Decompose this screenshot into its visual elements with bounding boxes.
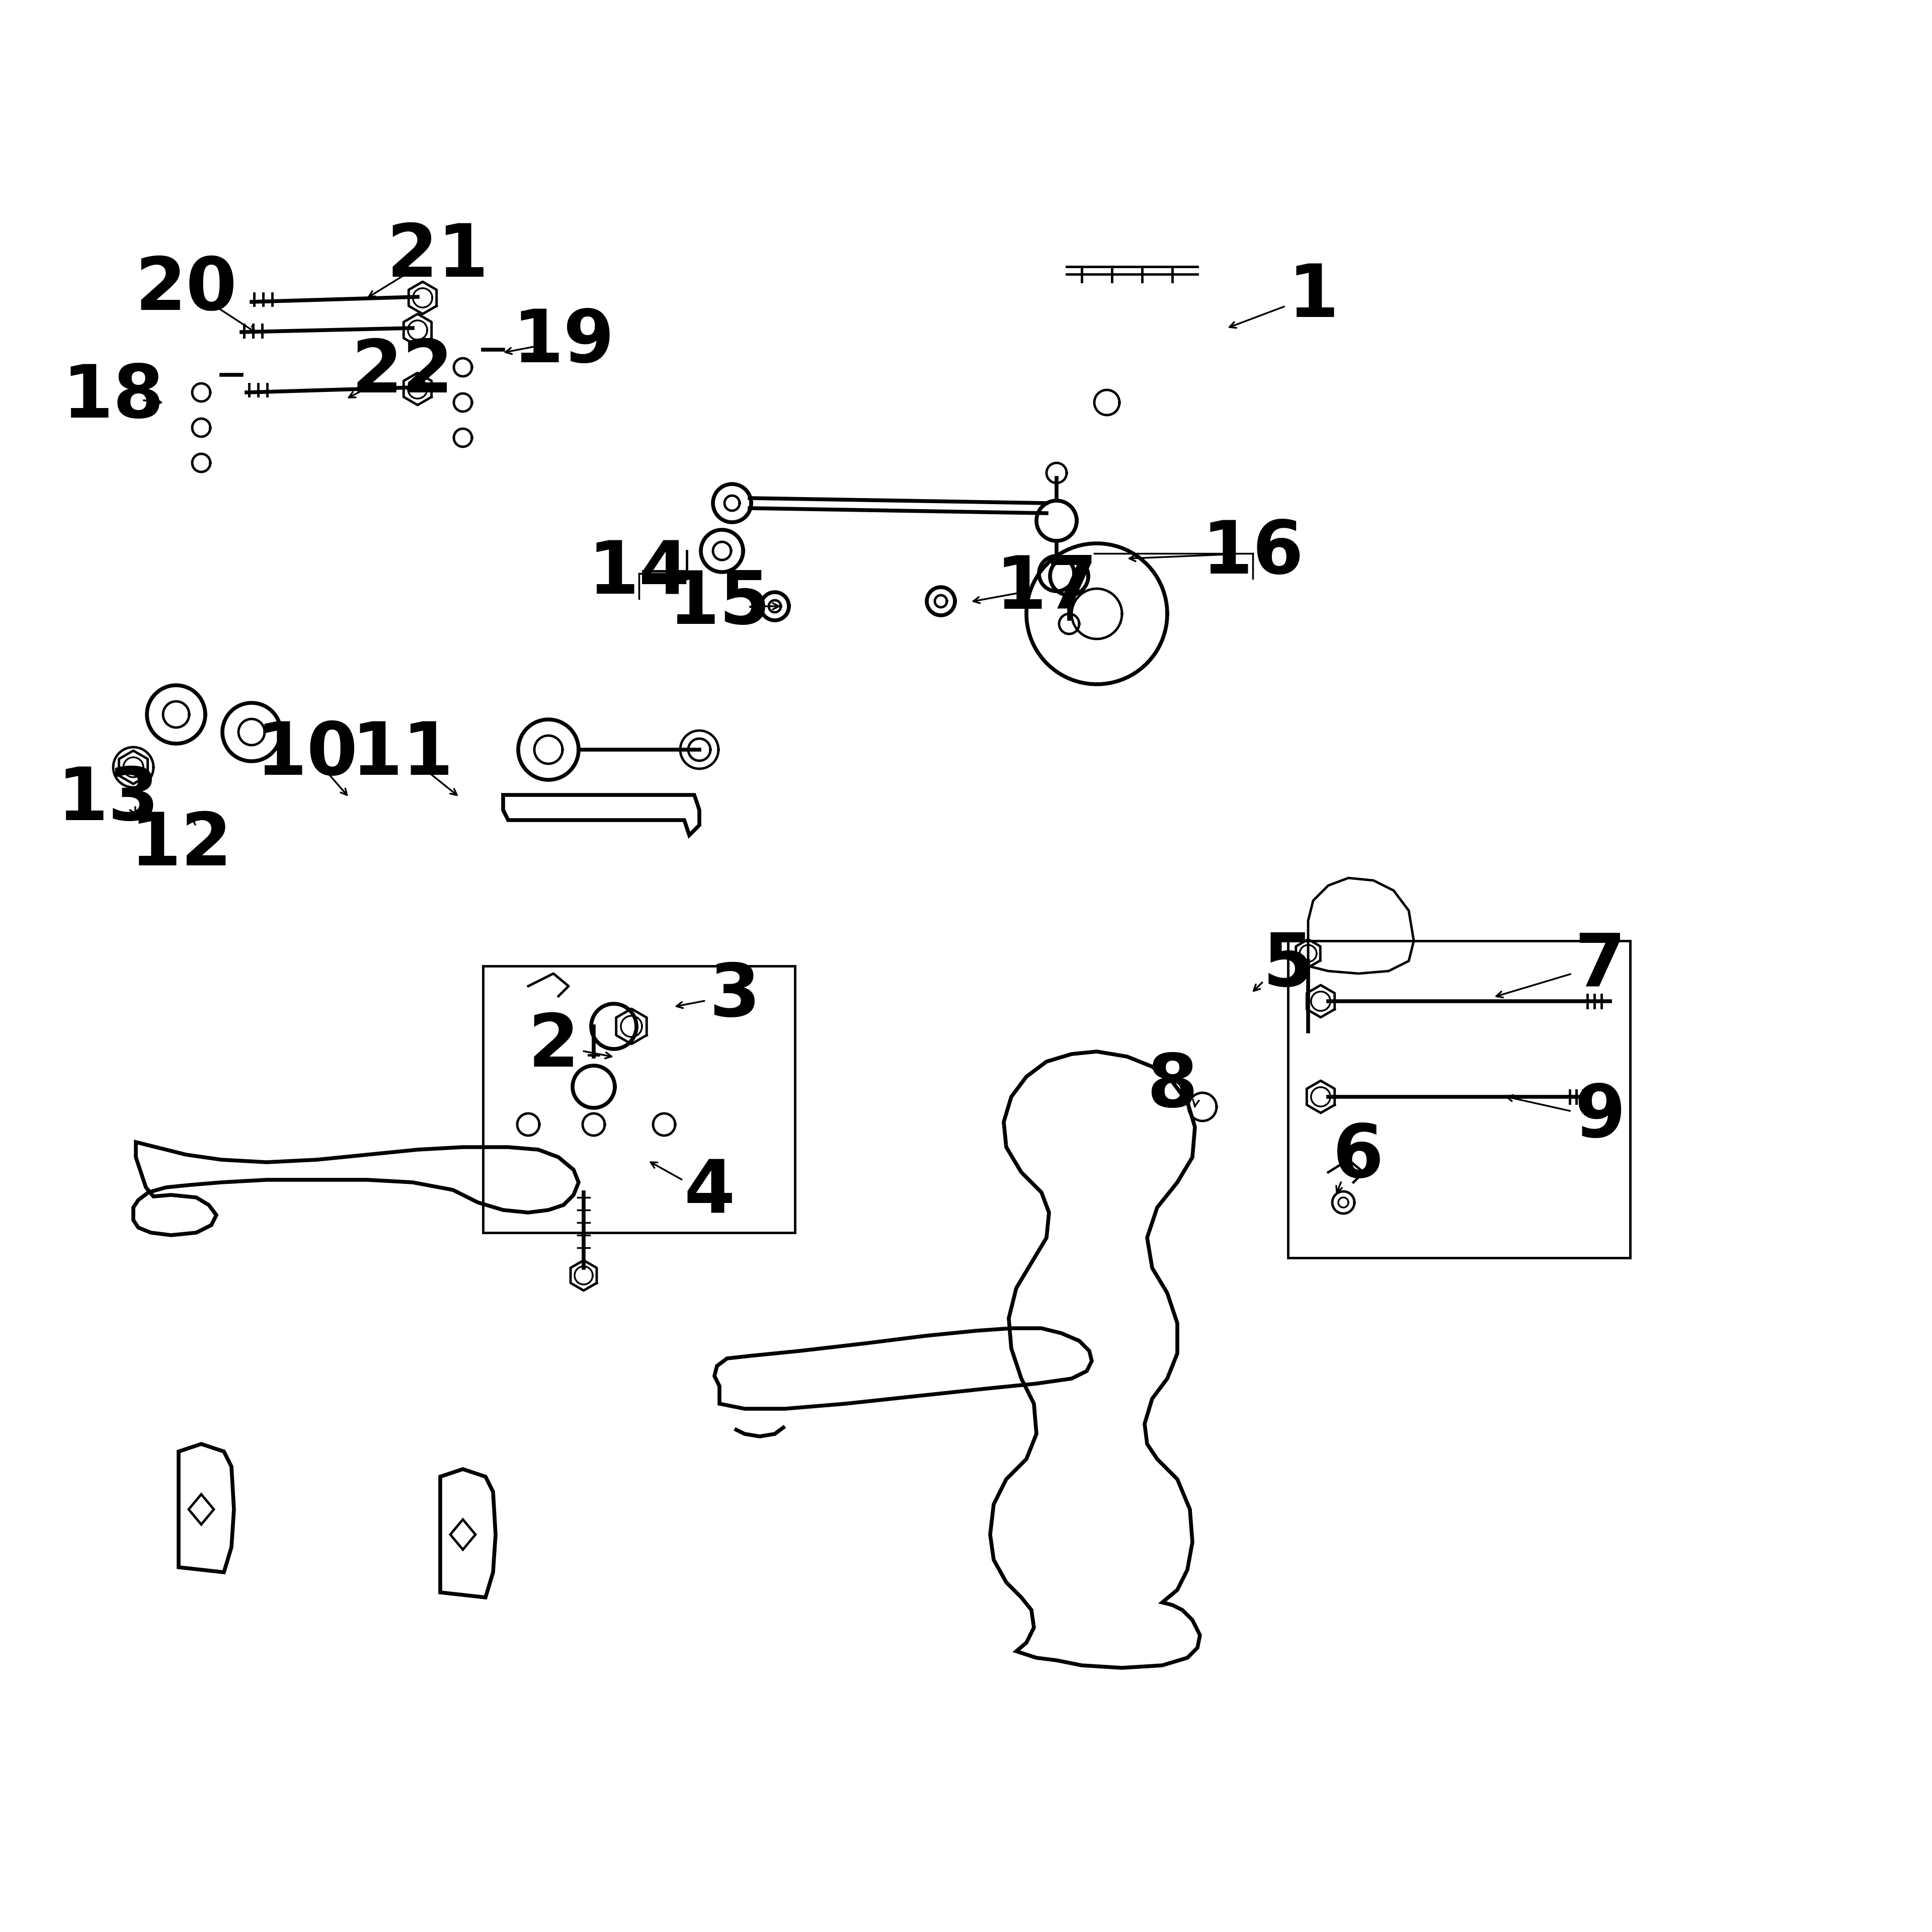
Text: 2: 2 [527, 1010, 580, 1082]
Text: 12: 12 [129, 810, 232, 881]
Text: 5: 5 [1262, 931, 1314, 1001]
Text: 14: 14 [587, 539, 690, 609]
Bar [1289, 941, 1631, 1258]
Text: 11: 11 [352, 719, 454, 790]
Text: 3: 3 [709, 960, 759, 1032]
Text: 19: 19 [512, 307, 614, 377]
Text: 6: 6 [1333, 1122, 1383, 1192]
Text: 22: 22 [352, 336, 454, 408]
Text: 13: 13 [58, 765, 158, 835]
Text: 18: 18 [62, 361, 164, 433]
Text: 20: 20 [135, 253, 238, 325]
Text: 4: 4 [684, 1157, 734, 1229]
Text: 10: 10 [255, 719, 357, 790]
Text: 8: 8 [1148, 1051, 1198, 1122]
Text: 17: 17 [995, 553, 1097, 624]
Text: 21: 21 [386, 220, 489, 292]
Text: 16: 16 [1202, 518, 1304, 589]
Text: 7: 7 [1575, 931, 1625, 1001]
Text: 15: 15 [668, 568, 771, 639]
Bar [483, 966, 794, 1233]
Text: 1: 1 [1287, 261, 1339, 332]
Text: 9: 9 [1575, 1082, 1625, 1151]
